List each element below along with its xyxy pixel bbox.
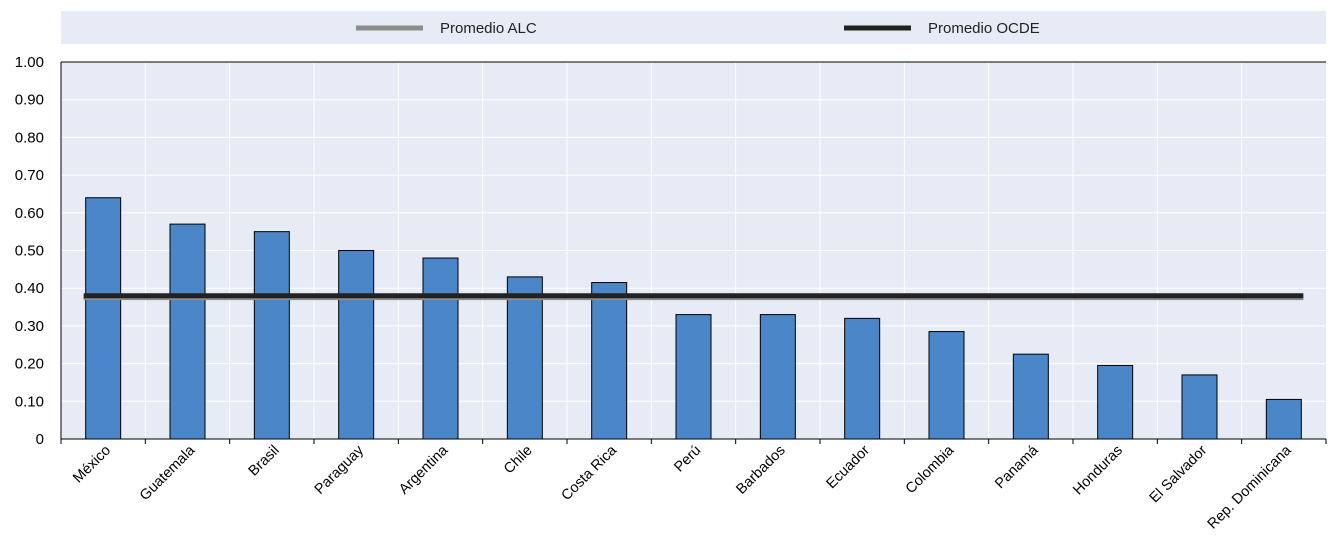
bar-4 (422, 257, 459, 440)
y-tick-label: 0.30 (15, 318, 44, 335)
bar-11 (1012, 353, 1049, 440)
x-category-label: Chile (501, 443, 536, 478)
x-category-label: Costa Rica (559, 442, 621, 504)
bar-1 (169, 223, 206, 440)
y-tick-label: 0.90 (15, 92, 44, 109)
x-category-label: Honduras (1070, 443, 1126, 499)
y-tick-label: 0.60 (15, 205, 44, 222)
y-tick-label: 0.20 (15, 356, 44, 373)
x-category-label: Guatemala (137, 442, 199, 504)
bar-5 (506, 276, 543, 440)
bar-14 (1265, 398, 1302, 440)
y-tick-label: 0 (36, 431, 44, 448)
bar-12 (1097, 364, 1134, 440)
bar-6 (591, 282, 628, 440)
x-category-label: Ecuador (823, 442, 873, 492)
y-tick-label: 0.70 (15, 167, 44, 184)
legend-label-1: Promedio OCDE (928, 20, 1040, 37)
bar-8 (759, 314, 796, 440)
y-tick-label: 0.40 (15, 280, 44, 297)
y-tick-label: 0.10 (15, 393, 44, 410)
y-tick-label: 1.00 (15, 54, 44, 71)
bar-3 (338, 250, 375, 440)
x-category-label: El Salvador (1147, 442, 1211, 506)
x-category-label: Argentina (396, 442, 452, 498)
legend-label-0: Promedio ALC (440, 20, 537, 37)
bar-13 (1181, 374, 1218, 440)
bar-10 (928, 331, 965, 440)
x-category-label: Paraguay (312, 442, 368, 498)
bar-0 (85, 197, 122, 440)
x-category-label: Brasil (246, 443, 283, 480)
x-category-label: Rep. Dominicana (1205, 442, 1296, 533)
legend: Promedio ALC Promedio OCDE (61, 11, 1326, 44)
x-category-label: México (70, 443, 114, 487)
x-category-label: Panamá (992, 442, 1042, 492)
bar-7 (675, 314, 712, 440)
legend-background (61, 11, 1326, 44)
bar-9 (844, 317, 881, 440)
y-tick-label: 0.80 (15, 129, 44, 146)
x-category-label: Barbados (733, 443, 788, 498)
x-axis: México Guatemala Brasil Paraguay Argentina Ch… (60, 439, 1327, 533)
x-category-label: Perú (671, 443, 704, 476)
bar-2 (253, 231, 290, 440)
plot-area (60, 61, 1326, 440)
y-axis: 0 0.10 0.20 0.30 0.40 0.50 0.60 0.70 0.80 0.90 1.0… (15, 54, 44, 448)
x-category-label: Colombia (903, 442, 958, 497)
y-tick-label: 0.50 (15, 243, 44, 260)
